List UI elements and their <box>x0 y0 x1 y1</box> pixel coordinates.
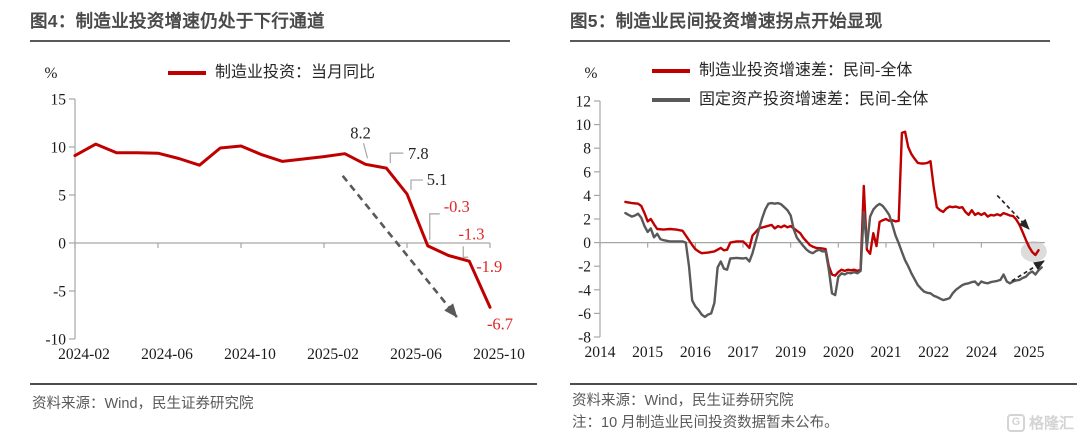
svg-text:2016: 2016 <box>680 344 711 361</box>
svg-text:2019: 2019 <box>775 344 806 361</box>
svg-text:2020: 2020 <box>823 344 854 361</box>
legend-label: 制造业投资增速差：民间-全体 <box>699 62 913 79</box>
svg-text:2024-02: 2024-02 <box>58 346 110 363</box>
svg-text:-5: -5 <box>53 284 66 301</box>
figure-5-title: 图5：制造业民间投资增速拐点开始显现 <box>570 8 1050 42</box>
svg-text:%: % <box>45 65 58 82</box>
svg-text:-1.9: -1.9 <box>476 257 502 276</box>
svg-text:8: 8 <box>583 141 591 158</box>
svg-text:2015: 2015 <box>632 344 663 361</box>
svg-text:5: 5 <box>58 188 66 205</box>
svg-text:0: 0 <box>58 236 66 253</box>
figure-5-legend: 制造业投资增速差：民间-全体 固定资产投资增速差：民间-全体 <box>652 61 928 110</box>
red-line-swatch <box>168 71 206 75</box>
svg-text:2017: 2017 <box>728 344 759 361</box>
svg-text:2025-10: 2025-10 <box>473 346 525 363</box>
svg-text:2024-10: 2024-10 <box>224 346 276 363</box>
svg-text:-2: -2 <box>578 259 591 276</box>
svg-text:-10: -10 <box>45 332 66 349</box>
footer-divider <box>570 383 1077 385</box>
svg-text:-8: -8 <box>578 330 591 347</box>
svg-text:2025-06: 2025-06 <box>390 346 442 363</box>
legend-item-manufacturing-investment: 制造业投资：当月同比 <box>168 63 375 83</box>
svg-text:4: 4 <box>583 188 591 205</box>
legend-label: 固定资产投资增速差：民间-全体 <box>699 91 929 108</box>
svg-text:5.1: 5.1 <box>427 170 448 189</box>
svg-text:12: 12 <box>576 94 592 111</box>
svg-text:10: 10 <box>576 117 592 134</box>
svg-text:2: 2 <box>583 212 591 229</box>
svg-text:2024: 2024 <box>966 344 997 361</box>
svg-text:-1.3: -1.3 <box>458 224 484 243</box>
svg-text:8.2: 8.2 <box>350 123 371 142</box>
gelonghui-logo-text: 格隆汇 <box>1028 415 1074 432</box>
figure-4-panel: 图4：制造业投资增速仍处于下行通道 % 15 10 5 0 -5 -10 2024-02 202… <box>30 8 537 412</box>
svg-text:%: % <box>585 65 598 82</box>
svg-text:-6.7: -6.7 <box>487 314 513 333</box>
figure-5-panel: 图5：制造业民间投资增速拐点开始显现 % 12 10 8 6 4 2 0 -2 -4 -6 -8 201… <box>540 0 1080 442</box>
red-line-swatch <box>652 69 690 73</box>
figure-4-source: 资料来源：Wind，民生证券研究院 <box>32 396 254 412</box>
figure-5-source: 资料来源：Wind，民生证券研究院 <box>572 393 794 409</box>
svg-text:2021: 2021 <box>871 344 902 361</box>
svg-text:-4: -4 <box>578 282 591 299</box>
svg-text:-6: -6 <box>578 306 591 323</box>
svg-text:10: 10 <box>51 140 67 157</box>
legend-label: 制造业投资：当月同比 <box>215 64 376 81</box>
gelonghui-logo-icon: G <box>1006 413 1025 432</box>
svg-text:2014: 2014 <box>585 344 616 361</box>
legend-item-manufacturing-diff: 制造业投资增速差：民间-全体 <box>652 61 928 81</box>
figure-5-note: 注：10 月制造业民间投资数据暂未公布。 <box>572 415 839 431</box>
gray-line-swatch <box>652 98 690 102</box>
svg-text:2025-02: 2025-02 <box>307 346 359 363</box>
figure-4-title: 图4：制造业投资增速仍处于下行通道 <box>30 8 510 42</box>
svg-text:2022: 2022 <box>918 344 949 361</box>
svg-text:2024-06: 2024-06 <box>141 346 193 363</box>
svg-text:-0.3: -0.3 <box>444 197 470 216</box>
gelonghui-watermark: G 格隆汇 <box>1006 412 1074 433</box>
svg-text:15: 15 <box>51 92 67 109</box>
svg-text:0: 0 <box>583 235 591 252</box>
legend-item-fai-diff: 固定资产投资增速差：民间-全体 <box>652 90 928 110</box>
footer-divider <box>30 383 537 385</box>
svg-text:7.8: 7.8 <box>408 144 429 163</box>
svg-text:6: 6 <box>583 164 591 181</box>
figure-4-legend: 制造业投资：当月同比 <box>168 63 375 83</box>
svg-text:2025: 2025 <box>1014 344 1045 361</box>
